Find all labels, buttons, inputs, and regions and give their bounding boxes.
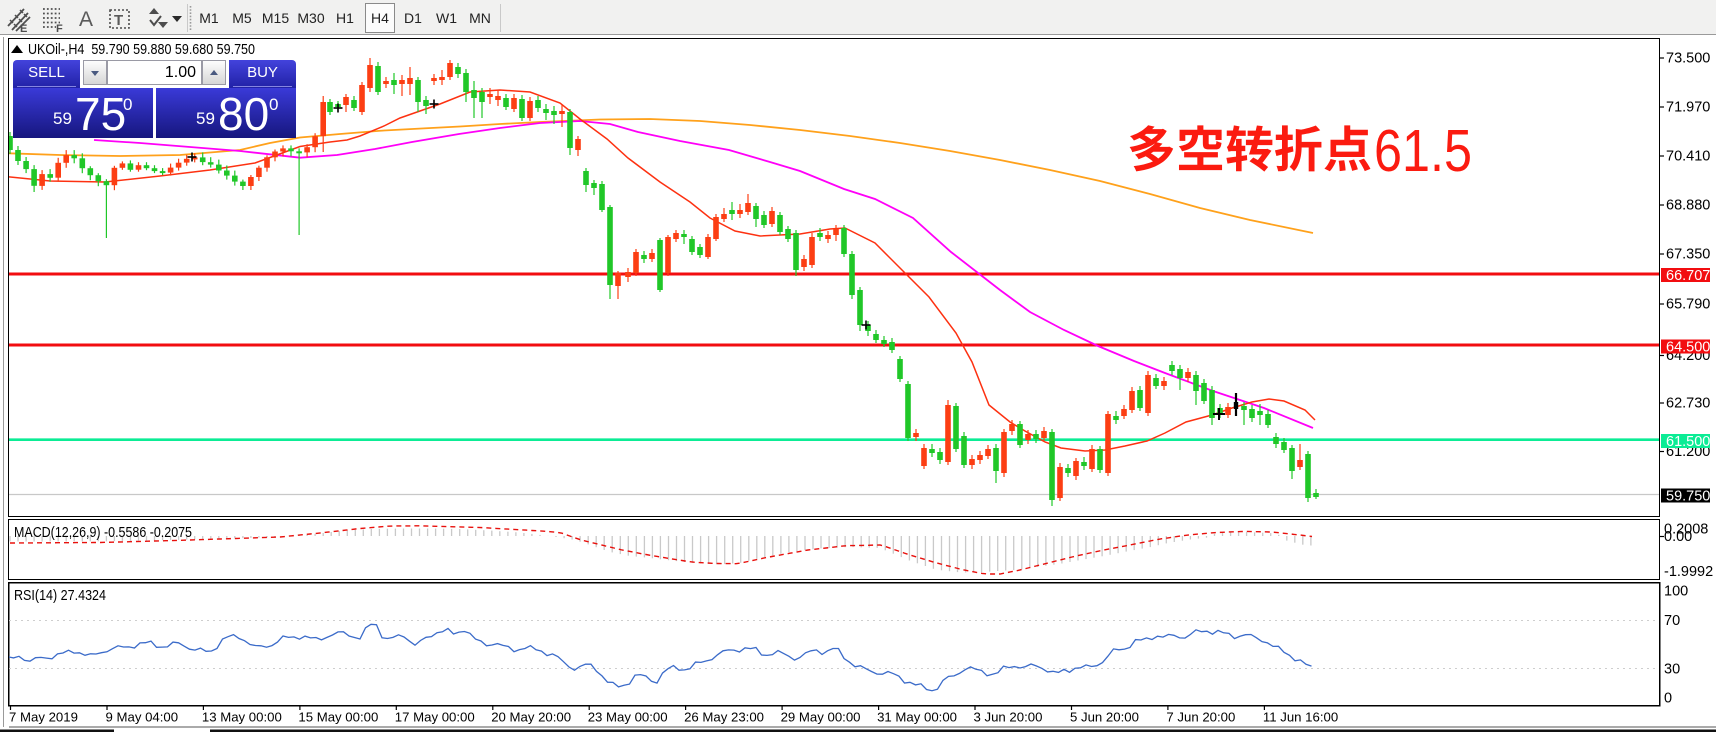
svg-text:T: T	[114, 12, 123, 29]
svg-text:0.2008: 0.2008	[1664, 522, 1708, 538]
svg-text:31 May 00:00: 31 May 00:00	[877, 710, 957, 725]
svg-text:7 May 2019: 7 May 2019	[9, 710, 78, 725]
svg-text:71.970: 71.970	[1666, 100, 1710, 116]
svg-text:73.500: 73.500	[1666, 51, 1710, 67]
svg-text:0.00: 0.00	[1664, 529, 1692, 545]
svg-text:64.500: 64.500	[1666, 339, 1710, 355]
svg-text:RSI(14) 27.4324: RSI(14) 27.4324	[14, 587, 106, 604]
svg-text:13 May 00:00: 13 May 00:00	[202, 710, 282, 725]
svg-text:100: 100	[1664, 584, 1688, 600]
svg-text:0: 0	[1664, 691, 1672, 707]
svg-text:11 Jun 16:00: 11 Jun 16:00	[1263, 710, 1338, 725]
svg-text:66.707: 66.707	[1666, 268, 1710, 284]
svg-text:F: F	[56, 23, 63, 35]
svg-text:E: E	[20, 23, 27, 35]
svg-text:61.500: 61.500	[1666, 434, 1710, 450]
svg-text:62.730: 62.730	[1666, 396, 1710, 412]
svg-text:61.5: 61.5	[1374, 118, 1472, 184]
svg-text:65.790: 65.790	[1666, 297, 1710, 313]
svg-text:30: 30	[1664, 662, 1680, 678]
svg-text:20 May 20:00: 20 May 20:00	[491, 710, 571, 725]
svg-text:-1.9992: -1.9992	[1664, 564, 1713, 580]
svg-text:70.410: 70.410	[1666, 149, 1710, 165]
svg-text:67.350: 67.350	[1666, 247, 1710, 263]
svg-text:A: A	[79, 8, 93, 31]
svg-text:7 Jun 20:00: 7 Jun 20:00	[1166, 710, 1235, 725]
svg-text:9 May 04:00: 9 May 04:00	[106, 710, 179, 725]
svg-text:15 May 00:00: 15 May 00:00	[298, 710, 378, 725]
svg-text:23 May 00:00: 23 May 00:00	[588, 710, 668, 725]
svg-text:59.750: 59.750	[1666, 488, 1710, 504]
svg-text:MACD(12,26,9) -0.5586 -0.2075: MACD(12,26,9) -0.5586 -0.2075	[14, 524, 192, 541]
svg-text:26 May 23:00: 26 May 23:00	[684, 710, 764, 725]
svg-text:17 May 00:00: 17 May 00:00	[395, 710, 475, 725]
svg-text:29 May 00:00: 29 May 00:00	[781, 710, 861, 725]
svg-text:70: 70	[1664, 613, 1680, 629]
svg-text:5 Jun 20:00: 5 Jun 20:00	[1070, 710, 1139, 725]
svg-text:3 Jun 20:00: 3 Jun 20:00	[974, 710, 1043, 725]
svg-text:68.880: 68.880	[1666, 198, 1710, 214]
svg-text:UKOil-,H4 59.790 59.880 59.68: UKOil-,H4 59.790 59.880 59.680 59.750	[28, 41, 255, 58]
